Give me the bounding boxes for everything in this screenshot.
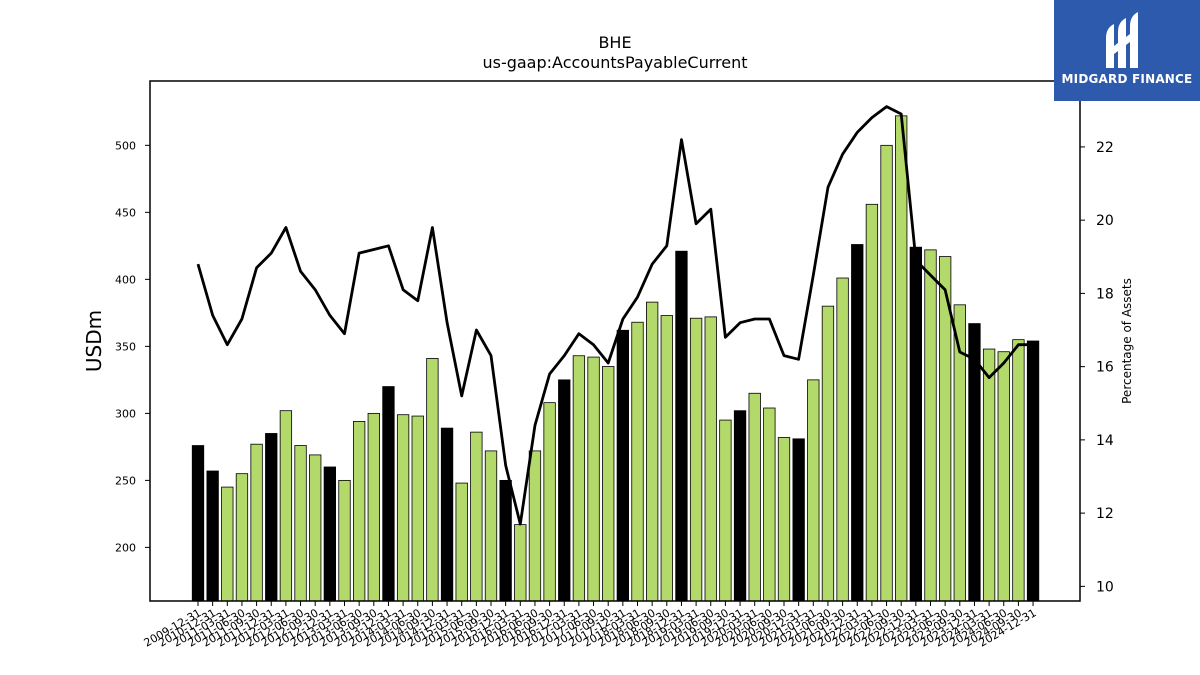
bar: [294, 445, 307, 602]
y-tick-label: 450: [115, 206, 136, 219]
bar: [675, 250, 688, 602]
bar: [470, 431, 483, 602]
bar: [924, 249, 937, 602]
y-tick-label: 400: [115, 273, 136, 286]
y-tick-label-right: 12: [1096, 506, 1114, 522]
plot-frame: [149, 80, 1081, 602]
bar: [572, 355, 586, 602]
y-tick-label: 500: [115, 139, 136, 152]
bar: [206, 470, 219, 602]
bar: [396, 414, 410, 602]
bar: [528, 450, 542, 602]
bar: [807, 379, 820, 602]
bar: [880, 144, 893, 602]
y-tick-label-right: 22: [1096, 140, 1114, 156]
bar: [235, 473, 249, 602]
y-tick-label-right: 10: [1096, 579, 1114, 595]
bar: [895, 115, 908, 602]
logo-mark-icon: [1106, 12, 1138, 68]
bar: [982, 348, 996, 602]
bar: [250, 443, 263, 602]
bar: [558, 379, 571, 602]
bar: [616, 329, 629, 602]
y-tick-label-right: 16: [1096, 360, 1114, 376]
bar: [440, 427, 454, 602]
bar: [191, 445, 205, 602]
bar: [279, 410, 293, 602]
bar: [631, 321, 644, 602]
y-tick-label: 200: [115, 541, 136, 554]
bars-group: [191, 115, 1040, 602]
bar: [338, 479, 351, 602]
bar: [733, 410, 747, 602]
bar: [543, 402, 556, 602]
bar: [382, 386, 395, 602]
bar: [514, 524, 527, 602]
logo: MIDGARD FINANCE: [1054, 0, 1200, 101]
bar: [821, 305, 835, 602]
bar: [411, 415, 424, 602]
bar: [909, 246, 922, 602]
bar: [499, 479, 512, 602]
bar: [997, 351, 1010, 602]
bar: [602, 366, 615, 602]
bar: [484, 450, 498, 602]
y-tick-label: 300: [115, 407, 136, 420]
percentage-line: [196, 105, 1034, 526]
y-axis-label-right: Percentage of Assets: [1120, 278, 1134, 404]
bar: [309, 454, 322, 602]
bar: [689, 317, 703, 602]
bar: [455, 482, 468, 602]
chart-title: BHE: [598, 33, 631, 52]
bar: [1026, 340, 1040, 602]
bar: [851, 244, 864, 602]
bar: [587, 356, 600, 602]
y-tick-label-right: 18: [1096, 286, 1114, 302]
bar: [763, 407, 776, 602]
bar: [836, 277, 849, 602]
line-group: [196, 105, 1034, 526]
bar: [865, 203, 879, 602]
y-tick-label-right: 14: [1096, 433, 1114, 449]
bar: [367, 412, 380, 602]
bar: [1012, 339, 1025, 602]
bar: [221, 486, 234, 602]
bar: [748, 392, 761, 602]
logo-text: MIDGARD FINANCE: [1061, 72, 1193, 86]
bar: [719, 419, 732, 602]
bar: [352, 421, 366, 602]
y-tick-label: 350: [115, 340, 136, 353]
bar: [426, 358, 439, 602]
chart-subtitle: us-gaap:AccountsPayableCurrent: [482, 53, 747, 72]
y-tick-label: 250: [115, 474, 136, 487]
bar: [777, 437, 791, 602]
x-axis: 2009-12-312010-12-312011-03-312011-06-30…: [142, 601, 1039, 650]
bar: [704, 316, 717, 602]
bar: [792, 438, 805, 602]
y-axis-label: USDm: [82, 310, 106, 372]
bar: [660, 315, 673, 602]
bar: [323, 466, 337, 602]
y-tick-label-right: 20: [1096, 213, 1114, 229]
bar: [646, 301, 659, 602]
y-axis-left: 200 250 300 350 400 450 500: [115, 139, 150, 554]
bar: [265, 433, 278, 602]
y-axis-right: 10 12 14 16 18 20 22: [1080, 140, 1114, 595]
